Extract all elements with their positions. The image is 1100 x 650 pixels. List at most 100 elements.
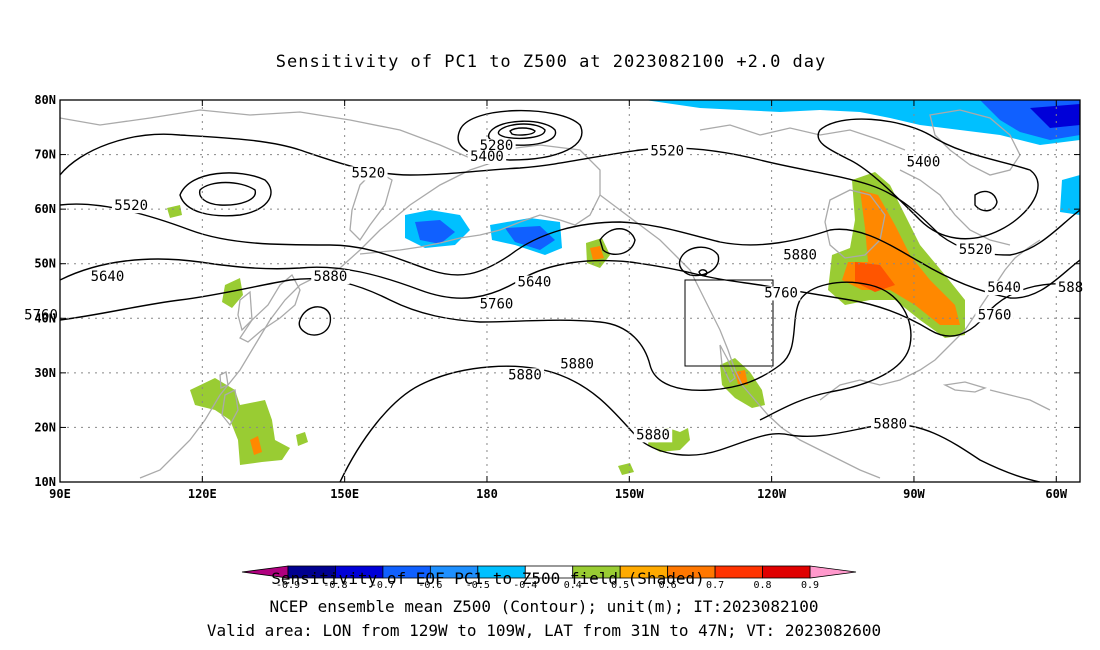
longitude-axis: 90E 120E 150E 180 150W 120W 90W 60W [49, 100, 1068, 501]
contour-label: 5760 [480, 296, 514, 312]
coast-labrador [899, 169, 1011, 246]
contour-5640-low-alaska [599, 228, 636, 256]
contour-label-bg [557, 357, 597, 372]
lon-tick-label: 150W [615, 487, 645, 501]
contour-label: 5640 [518, 275, 552, 291]
colorbar-level-label: -0.9 [276, 580, 300, 591]
shade-mexico-orange [735, 370, 748, 385]
contour-label-bg [477, 139, 516, 154]
contour-label: 5640 [987, 280, 1021, 296]
colorbar-level-label: 0.7 [706, 580, 724, 591]
contour-label: 5880 [783, 247, 817, 263]
lon-tick-label: 120W [757, 487, 787, 501]
shade-philippine-orange [250, 436, 262, 455]
contour-label-bg [467, 150, 507, 165]
coast-japan [239, 273, 301, 343]
contour-label: 5520 [650, 144, 684, 160]
contour-5640 [60, 203, 1080, 299]
contour-label: 5520 [959, 242, 993, 258]
contour-label: 5640 [91, 269, 125, 285]
contour-label-bg [904, 155, 943, 170]
latitude-axis: 80N 70N 60N 50N 40N 30N 20N 10N [34, 93, 1080, 489]
contour-label-bg [956, 242, 995, 257]
contour-label: 5880 [314, 269, 348, 285]
colorbar-level-label: 0.9 [801, 580, 819, 591]
coast-alaska [459, 144, 601, 239]
lat-tick-label: 60N [34, 202, 56, 216]
coast-baja [719, 344, 736, 384]
coast-arctic-siberia [60, 109, 501, 161]
lat-tick-label: 30N [34, 366, 56, 380]
contour-label-bg [515, 275, 554, 290]
colorbar: -0.9 -0.8 -0.7 -0.6 -0.5 -0.4 0.4 0.5 0.6 0.7 0.8 0… [241, 565, 857, 591]
lat-tick-label: 70N [34, 148, 56, 162]
colorbar-level-label: -0.4 [513, 580, 537, 591]
coast-central-america [781, 427, 881, 479]
contour-5520-polar [60, 133, 1080, 256]
contour-5520-inner-asia [198, 181, 256, 206]
footer-line-3: Valid area: LON from 129W to 109W, LAT f… [207, 621, 881, 640]
colorbar-level-label: 0.4 [564, 580, 582, 591]
z500-contours [60, 109, 1080, 482]
colorbar-level-label: -0.8 [323, 580, 347, 591]
map-frame [59, 99, 1081, 483]
contour-5880-west-pacific [298, 306, 332, 336]
lat-tick-label: 50N [34, 257, 56, 271]
shading-positive [167, 172, 965, 475]
contour-5760-ring-bc [678, 246, 720, 277]
colorbar-level-label: -0.5 [466, 580, 490, 591]
coast-caribbean [989, 389, 1051, 411]
colorbar-level-label: 0.8 [754, 580, 772, 591]
contour-label-bg [633, 428, 673, 443]
shade-asia-green [167, 205, 182, 218]
contour-5760-small [698, 269, 708, 277]
contour-label-bg [648, 144, 687, 159]
contour-label-bg [311, 270, 350, 285]
lon-tick-label: 60W [1045, 487, 1067, 501]
colorbar-segment [714, 565, 763, 579]
coast-hudson-bay [824, 189, 886, 259]
coast-arctic-archipelago [699, 124, 906, 151]
contour-5280-core [509, 127, 536, 136]
contour-label: 5760 [24, 307, 58, 323]
contour-label: 5880 [508, 367, 542, 383]
contour-label-bg [1055, 281, 1086, 295]
contour-label-bg [780, 248, 820, 263]
contour-label: 5880 [873, 416, 907, 432]
lat-tick-label: 40N [34, 311, 56, 325]
coast-east-asia [139, 159, 501, 479]
contour-label: 5400 [470, 149, 504, 165]
contour-label-bg [984, 281, 1024, 295]
contour-label-bg [477, 297, 516, 312]
contour-5400-east [817, 118, 1039, 240]
lat-tick-label: 20N [34, 420, 56, 434]
contour-label: 5880 [636, 427, 670, 443]
chart-title: Sensitivity of PC1 to Z500 at 2023082100… [276, 52, 827, 72]
coast-korea [237, 290, 253, 332]
contour-5280-inner [497, 123, 546, 139]
footer-line-1: Sensitivity of EOF PC1 to Z500 field (Sh… [271, 569, 704, 588]
coast-cuba [942, 381, 987, 393]
shade-gulf-dark [505, 226, 555, 250]
contour-label-bg [871, 417, 910, 432]
coast-canada-west [599, 194, 783, 429]
contour-label-bg [761, 286, 801, 301]
lon-tick-label: 150E [330, 487, 359, 501]
lat-tick-label: 10N [34, 475, 56, 489]
contour-label-bg [111, 199, 151, 214]
colorbar-level-label: 0.6 [659, 580, 677, 591]
lon-tick-label: 180 [476, 487, 498, 501]
lon-tick-label: 120E [188, 487, 217, 501]
colorbar-segment [762, 565, 811, 579]
shade-atlantic-blue [1060, 175, 1080, 215]
contour-label: 588 [1058, 280, 1083, 296]
shade-sea-green [618, 463, 634, 475]
contour-label-bg [505, 368, 545, 383]
contour-label: 5880 [560, 356, 594, 372]
valid-area-box [684, 279, 774, 367]
contour-label: 5760 [978, 307, 1012, 323]
shade-philippine-green [190, 378, 290, 465]
contour-label: 5520 [114, 198, 148, 214]
